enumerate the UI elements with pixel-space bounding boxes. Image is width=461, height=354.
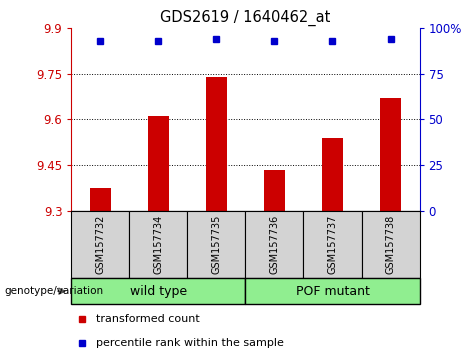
Text: transformed count: transformed count	[96, 314, 200, 324]
Text: GSM157735: GSM157735	[212, 215, 221, 274]
Text: percentile rank within the sample: percentile rank within the sample	[96, 338, 284, 348]
Bar	[264, 170, 284, 211]
Bar	[245, 278, 420, 304]
Text: POF mutant: POF mutant	[296, 285, 369, 298]
Bar	[361, 211, 420, 278]
Title: GDS2619 / 1640462_at: GDS2619 / 1640462_at	[160, 9, 331, 25]
Text: genotype/variation: genotype/variation	[5, 286, 104, 296]
Bar	[148, 116, 169, 211]
Bar	[90, 188, 111, 211]
Bar	[207, 77, 227, 211]
Bar	[188, 211, 245, 278]
Text: GSM157737: GSM157737	[327, 215, 337, 274]
Bar	[71, 278, 245, 304]
Text: GSM157738: GSM157738	[385, 215, 396, 274]
Text: GSM157734: GSM157734	[154, 215, 164, 274]
Text: GSM157736: GSM157736	[270, 215, 279, 274]
Bar	[322, 138, 343, 211]
Bar	[71, 211, 130, 278]
Bar	[245, 211, 303, 278]
Text: wild type: wild type	[130, 285, 187, 298]
Bar	[303, 211, 361, 278]
Text: GSM157732: GSM157732	[95, 215, 106, 274]
Bar	[130, 211, 188, 278]
Bar	[380, 98, 401, 211]
